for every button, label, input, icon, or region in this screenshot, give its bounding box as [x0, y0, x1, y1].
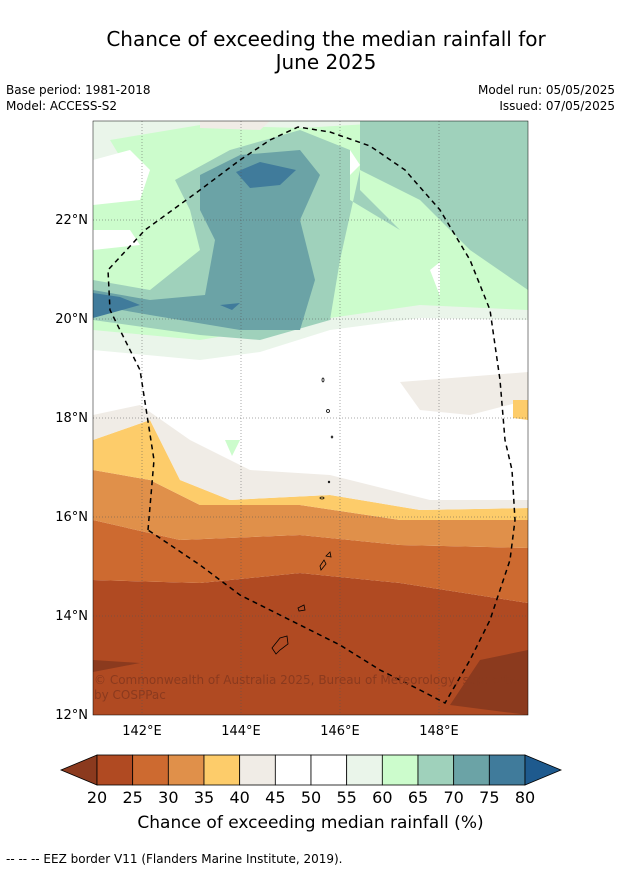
colorbar-extend-high: [524, 754, 563, 786]
colorbar-segment: [346, 754, 383, 786]
colorbar-tick-label: 40: [229, 788, 249, 807]
colorbar-tick-label: 65: [408, 788, 428, 807]
colorbar-tick-label: 55: [336, 788, 356, 807]
x-tick-label: 142°E: [122, 724, 162, 739]
issued-date: Issued: 07/05/2025: [499, 99, 615, 113]
colorbar-tick-label: 30: [158, 788, 178, 807]
title-line-1: Chance of exceeding the median rainfall …: [106, 27, 546, 51]
islands: [271, 377, 334, 655]
colorbar-tick-label: 75: [479, 788, 499, 807]
colorbar-segment: [417, 754, 455, 786]
y-tick-label: 14°N: [55, 609, 88, 624]
colorbar-tick-label: 70: [443, 788, 463, 807]
base-period: Base period: 1981-2018: [6, 83, 151, 97]
colorbar-tick-label: 50: [301, 788, 321, 807]
y-tick-label: 18°N: [55, 411, 88, 426]
colorbar-tick-label: 20: [87, 788, 107, 807]
colorbar-tick-label: 25: [122, 788, 142, 807]
colorbar-tick-label: 60: [372, 788, 392, 807]
colorbar: 20 25 30 35 40 45 50 55 60 65 70 75 80: [59, 754, 563, 807]
colorbar-segment: [239, 754, 276, 786]
copyright-line-2: by COSPPac: [94, 688, 166, 702]
gridlines: [93, 121, 528, 715]
colorbar-tick-label: 45: [265, 788, 285, 807]
colorbar-segment: [203, 754, 241, 786]
colorbar-tick-label: 35: [194, 788, 214, 807]
y-tick-label: 16°N: [55, 510, 88, 525]
copyright-line-1: © Commonwealth of Australia 2025, Bureau…: [94, 673, 524, 687]
colorbar-segment: [453, 754, 490, 786]
model-run: Model run: 05/05/2025: [477, 83, 615, 97]
title-line-2: June 2025: [275, 50, 377, 74]
colorbar-segment: [310, 754, 348, 786]
colorbar-extend-low: [59, 754, 98, 786]
y-tick-label: 22°N: [55, 213, 88, 228]
chart-title: Chance of exceeding the median rainfall …: [0, 28, 621, 74]
colorbar-segment: [488, 754, 526, 786]
meta-right: Model run: 05/05/2025 Issued: 07/05/2025: [478, 82, 615, 114]
model-name: Model: ACCESS-S2: [6, 99, 118, 113]
map-frame: [92, 120, 529, 716]
colorbar-segment: [381, 754, 419, 786]
x-tick-label: 148°E: [419, 724, 459, 739]
y-tick-label: 12°N: [55, 708, 88, 723]
colorbar-segment: [167, 754, 205, 786]
meta-left: Base period: 1981-2018 Model: ACCESS-S2: [6, 82, 151, 114]
colorbar-label: Chance of exceeding median rainfall (%): [137, 813, 484, 833]
x-tick-label: 146°E: [320, 724, 360, 739]
colorbar-segment: [132, 754, 169, 786]
colorbar-segment: [274, 754, 312, 786]
colorbar-segment: [96, 754, 134, 786]
eez-border: [107, 126, 516, 704]
y-tick-label: 20°N: [55, 312, 88, 327]
x-tick-label: 144°E: [221, 724, 261, 739]
colorbar-tick-label: 80: [515, 788, 535, 807]
eez-legend: -- -- -- EEZ border V11 (Flanders Marine…: [6, 852, 343, 866]
